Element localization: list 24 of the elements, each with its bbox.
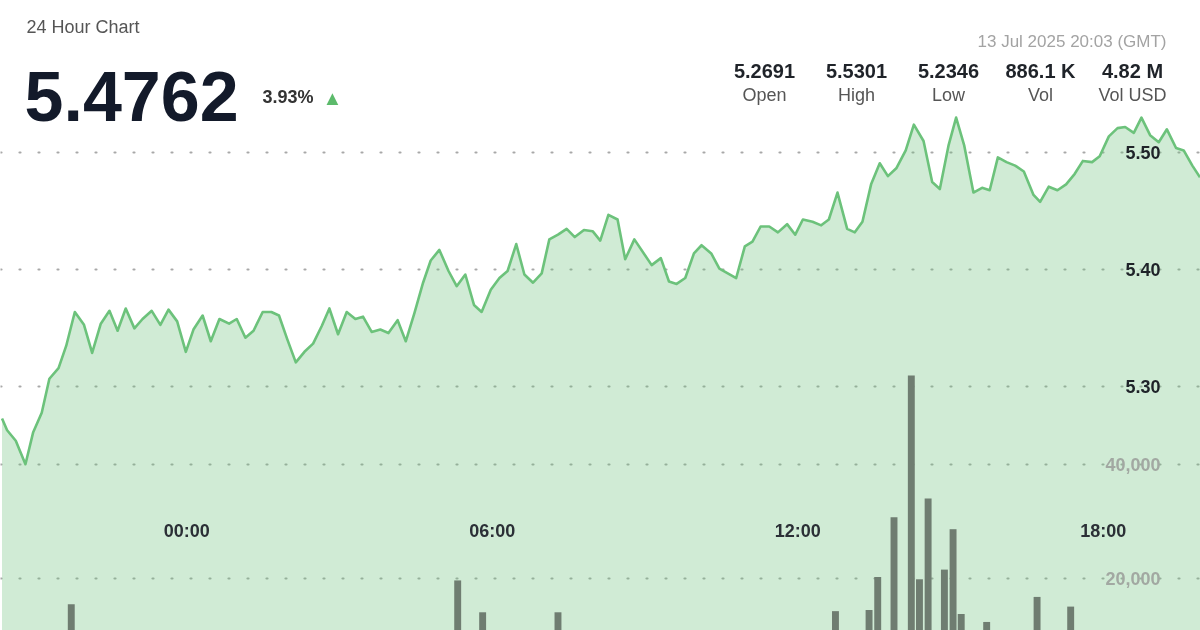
x-tick-label: 18:00	[1080, 521, 1127, 542]
y2-tick-label: 40,000	[1105, 455, 1161, 476]
annotation: Vol USD	[1098, 84, 1167, 105]
annotation: ▲	[322, 86, 343, 109]
annotation: Low	[931, 84, 967, 105]
annotation: 886.1 K	[1005, 59, 1077, 82]
annotation: 4.82 M	[1101, 59, 1164, 82]
y-tick-label: 5.30	[1125, 377, 1161, 398]
x-tick-label: 06:00	[469, 521, 516, 542]
y-tick-label: 5.40	[1125, 260, 1161, 281]
y-tick-label: 5.50	[1125, 143, 1161, 164]
annotation: 5.2346	[917, 59, 980, 82]
y2-tick-label: 20,000	[1105, 569, 1161, 590]
annotation: Vol	[1027, 84, 1054, 105]
annotation: 5.5301	[825, 59, 888, 82]
annotation: 13 Jul 2025 20:03 (GMT)	[977, 32, 1167, 51]
annotation: 5.4762	[24, 58, 239, 136]
annotation: 5.2691	[733, 59, 796, 82]
annotation: 3.93%	[262, 86, 314, 107]
x-tick-label: 00:00	[163, 521, 210, 542]
text: 24 Hour Chart	[26, 16, 140, 37]
x-tick-label: 12:00	[774, 521, 821, 542]
annotation: High	[837, 84, 876, 105]
annotation: Open	[742, 84, 787, 105]
